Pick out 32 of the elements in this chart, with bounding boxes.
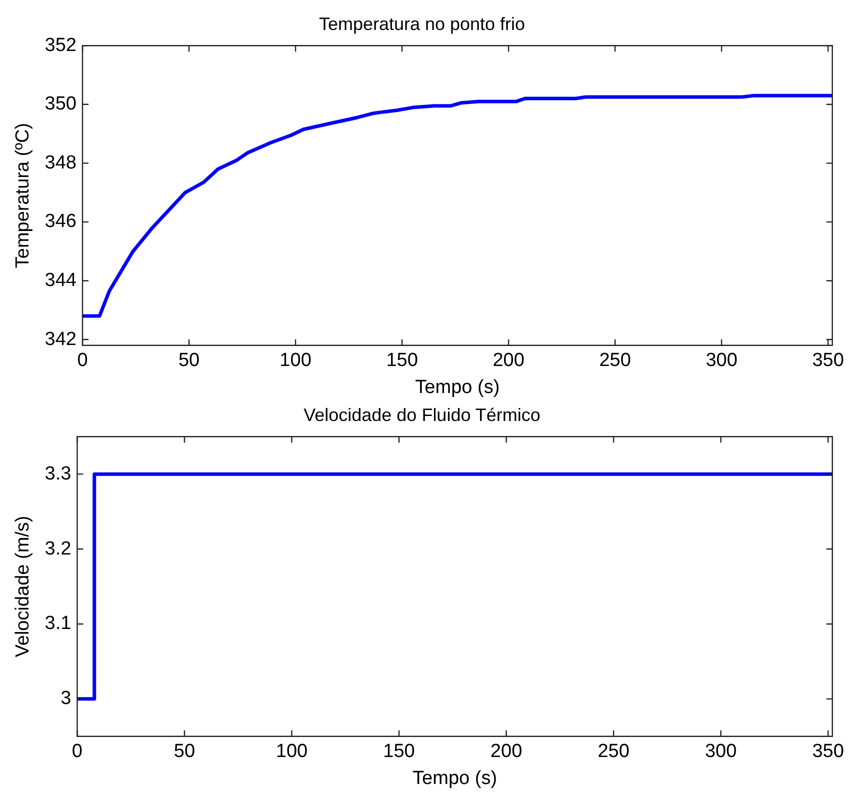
y-tick-label: 344 bbox=[44, 270, 77, 291]
x-tick-label: 0 bbox=[77, 350, 88, 372]
x-tick-label: 250 bbox=[598, 741, 630, 762]
x-tick-label: 100 bbox=[280, 350, 312, 372]
x-tick-label: 50 bbox=[174, 741, 196, 762]
x-tick-label: 100 bbox=[276, 741, 308, 762]
chart-title: Velocidade do Fluido Térmico bbox=[304, 404, 540, 425]
x-tick-label: 150 bbox=[383, 741, 415, 762]
x-axis-title: Tempo (s) bbox=[412, 768, 498, 789]
x-tick-label: 200 bbox=[492, 350, 524, 372]
x-tick-label: 250 bbox=[599, 350, 631, 372]
y-tick-label: 3.1 bbox=[44, 613, 72, 634]
x-tick-label: 0 bbox=[72, 741, 82, 762]
x-tick-label: 300 bbox=[704, 741, 737, 762]
y-tick-label: 342 bbox=[44, 328, 76, 350]
x-tick-label: 350 bbox=[812, 741, 844, 762]
x-tick-label: 50 bbox=[178, 350, 200, 372]
y-tick-label: 352 bbox=[44, 34, 76, 56]
y-tick-label: 3.2 bbox=[44, 538, 72, 560]
chart-title: Temperatura no ponto frio bbox=[318, 14, 526, 34]
x-tick-label: 300 bbox=[706, 350, 738, 372]
x-tick-label: 200 bbox=[490, 741, 522, 762]
x-tick-label: 150 bbox=[386, 350, 418, 372]
x-axis-title: Tempo (s) bbox=[415, 376, 500, 398]
y-axis-title: Temperatura (ºC) bbox=[12, 122, 34, 268]
y-tick-label: 3 bbox=[60, 688, 72, 710]
y-tick-label: 3.3 bbox=[44, 463, 72, 484]
y-axis-title: Velocidade (m/s) bbox=[12, 516, 34, 658]
y-tick-label: 346 bbox=[44, 211, 76, 232]
x-tick-label: 350 bbox=[812, 350, 844, 372]
y-tick-label: 348 bbox=[44, 152, 76, 174]
y-tick-label: 350 bbox=[44, 94, 76, 115]
